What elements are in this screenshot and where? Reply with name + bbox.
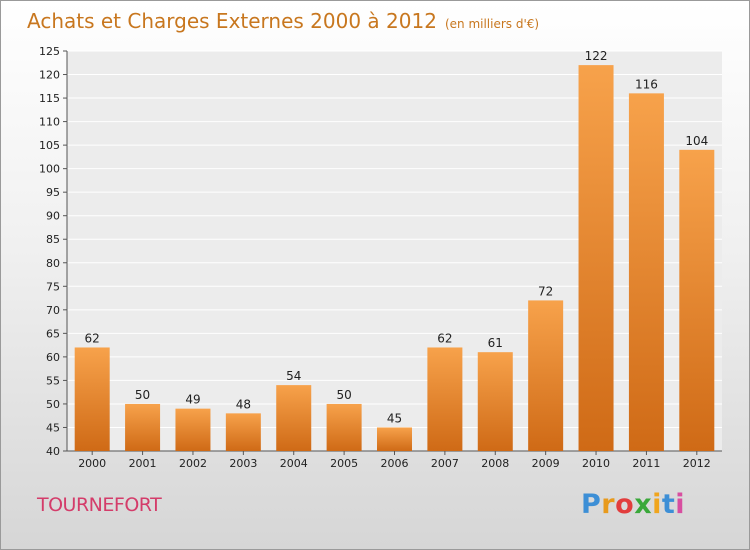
x-tick-label-2012: 2012 — [683, 457, 711, 470]
bar-2007 — [427, 347, 463, 451]
bar-2006 — [377, 427, 412, 451]
x-tick-label-2000: 2000 — [78, 457, 106, 470]
data-label-2003: 48 — [236, 397, 251, 411]
bar-2000 — [74, 347, 110, 451]
data-label-2004: 54 — [286, 369, 301, 383]
bar-2003 — [225, 413, 261, 451]
city-name: TOURNEFORT — [37, 494, 162, 516]
bar-2009 — [528, 300, 564, 451]
x-tick-label-2001: 2001 — [129, 457, 157, 470]
bar-2002 — [175, 408, 211, 451]
logo-letter: P — [581, 489, 602, 520]
logo-letter: t — [661, 489, 676, 520]
data-label-2011: 116 — [635, 77, 658, 91]
data-label-2008: 61 — [488, 336, 503, 350]
x-tick-label-2004: 2004 — [280, 457, 308, 470]
proxiti-logo[interactable]: Proxiti — [581, 489, 685, 520]
data-label-2000: 62 — [85, 331, 100, 345]
y-tick-label: 125 — [39, 45, 60, 58]
y-tick-label: 120 — [39, 69, 60, 82]
y-tick-label: 95 — [46, 186, 60, 199]
bar-2004 — [276, 385, 312, 451]
y-tick-label: 110 — [39, 116, 60, 129]
x-tick-label-2006: 2006 — [381, 457, 409, 470]
data-label-2006: 45 — [387, 411, 402, 425]
y-tick-label: 75 — [46, 280, 60, 293]
logo-letter: r — [601, 489, 616, 520]
y-tick-label: 60 — [46, 351, 60, 364]
x-tick-label-2002: 2002 — [179, 457, 207, 470]
logo-letter: x — [634, 489, 653, 520]
logo-letter: i — [675, 489, 686, 520]
x-tick-label-2003: 2003 — [229, 457, 257, 470]
logo-letter: i — [652, 489, 662, 520]
y-tick-label: 65 — [46, 327, 60, 340]
y-tick-label: 80 — [46, 257, 60, 270]
bar-2005 — [326, 403, 362, 451]
x-tick-label-2008: 2008 — [481, 457, 509, 470]
y-tick-label: 85 — [46, 233, 60, 246]
bar-2001 — [125, 403, 161, 451]
x-tick-label-2005: 2005 — [330, 457, 358, 470]
y-tick-label: 50 — [46, 398, 60, 411]
y-tick-label: 115 — [39, 92, 60, 105]
data-label-2012: 104 — [685, 134, 708, 148]
y-tick-label: 90 — [46, 210, 60, 223]
y-tick-label: 40 — [46, 445, 60, 458]
y-tick-label: 55 — [46, 374, 60, 387]
data-label-2002: 49 — [185, 393, 200, 407]
x-tick-label-2011: 2011 — [632, 457, 660, 470]
y-tick-label: 45 — [46, 421, 60, 434]
x-tick-label-2007: 2007 — [431, 457, 459, 470]
y-tick-label: 105 — [39, 139, 60, 152]
plot-area — [67, 51, 722, 451]
data-label-2009: 72 — [538, 284, 553, 298]
data-label-2007: 62 — [437, 331, 452, 345]
x-tick-label-2009: 2009 — [532, 457, 560, 470]
bar-2010 — [578, 65, 614, 451]
chart-title-text: Achats et Charges Externes 2000 à 2012 — [27, 9, 437, 33]
chart-subtitle: (en milliers d'€) — [444, 17, 540, 31]
data-label-2005: 50 — [336, 388, 351, 402]
y-tick-label: 100 — [39, 163, 60, 176]
data-label-2010: 122 — [585, 49, 608, 63]
bar-2012 — [679, 149, 715, 451]
bar-2011 — [628, 93, 664, 452]
logo-letter: o — [615, 489, 635, 520]
bar-2008 — [477, 352, 513, 451]
data-label-2001: 50 — [135, 388, 150, 402]
y-tick-label: 70 — [46, 304, 60, 317]
x-tick-label-2010: 2010 — [582, 457, 610, 470]
chart-title: Achats et Charges Externes 2000 à 2012 (e… — [27, 9, 539, 33]
